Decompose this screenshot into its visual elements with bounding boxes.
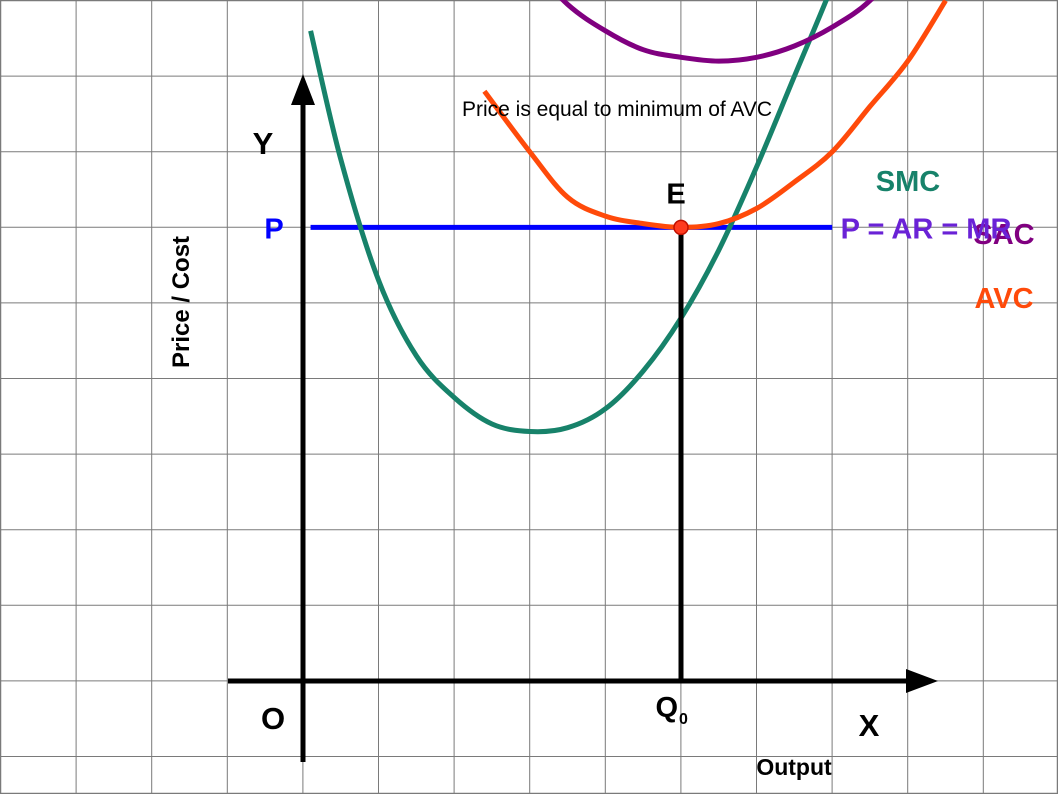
price-line-label: P = AR = MR — [841, 213, 1012, 245]
smc-label: SMC — [876, 166, 941, 198]
equilibrium-point — [673, 219, 689, 236]
y-axis-label: Price / Cost — [168, 236, 195, 368]
quantity-tick-label: Q — [655, 692, 678, 724]
avc-curve — [482, 0, 948, 230]
x-axis-label: Output — [756, 754, 832, 780]
axes — [228, 74, 938, 762]
y-axis-arrow — [291, 74, 315, 105]
smc-curve — [308, 0, 830, 435]
price-tick-label: P — [264, 213, 283, 245]
curves — [308, 0, 948, 435]
marks: SMC SAC AVC E P = AR = MR P Q 0 — [264, 166, 1034, 728]
y-axis-name: Y — [253, 126, 274, 161]
x-axis-name: X — [859, 708, 880, 743]
chart-title: Price is equal to minimum of AVC — [462, 98, 772, 121]
avc-label: AVC — [974, 283, 1033, 315]
x-axis-arrow — [906, 669, 938, 693]
sac-curve — [559, 0, 875, 64]
origin-label: O — [261, 701, 285, 736]
equilibrium-label: E — [666, 178, 685, 210]
sac-label: SAC — [973, 219, 1034, 251]
quantity-tick-subscript: 0 — [679, 711, 688, 728]
